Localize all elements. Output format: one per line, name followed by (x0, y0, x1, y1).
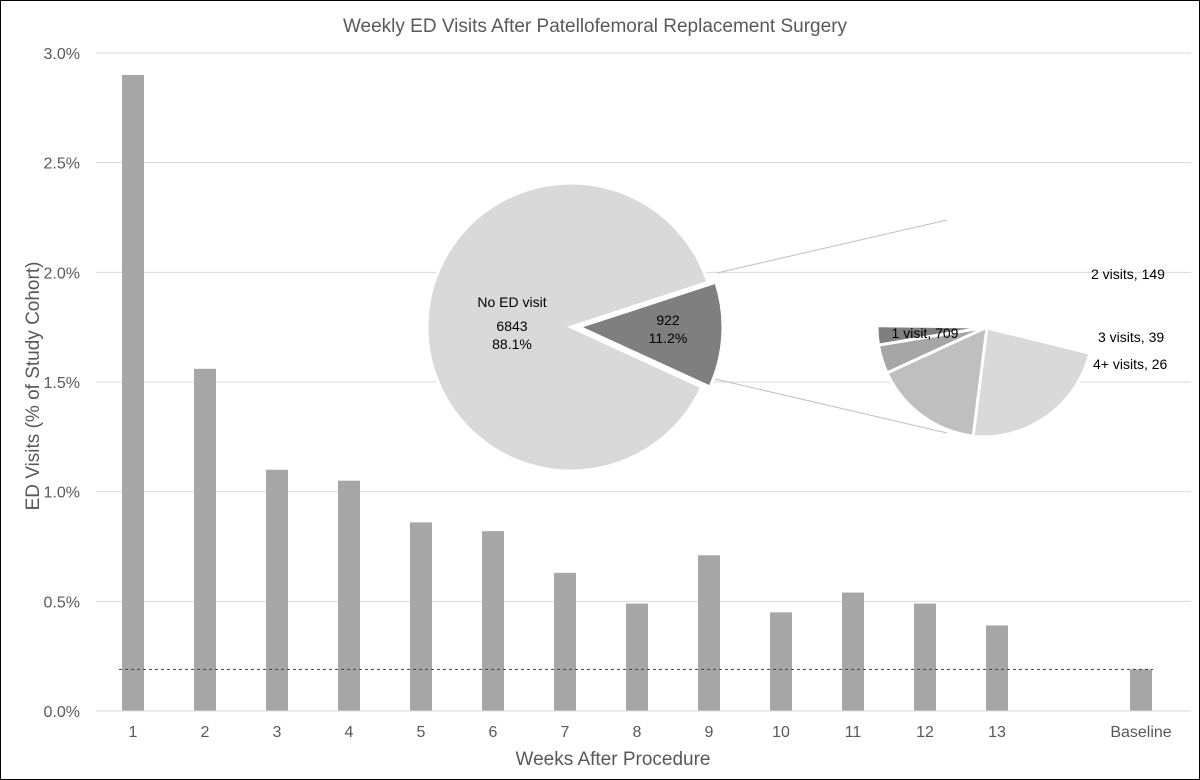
main-pie-chart (425, 181, 725, 473)
x-tick-label: 7 (561, 724, 570, 741)
bar-week-4 (338, 480, 360, 711)
y-tick-label: 0.5% (44, 594, 80, 611)
main-pie-labels: No ED visit 6843 88.1% 922 11.2% (477, 294, 687, 352)
y-tick-label: 1.0% (44, 485, 80, 502)
pie-slice-4plus-visits (875, 324, 988, 347)
breakdown-pie-chart (875, 324, 1092, 439)
x-tick-label: 12 (916, 724, 934, 741)
bar-week-7 (554, 572, 576, 711)
x-tick-label: 8 (633, 724, 642, 741)
y-tick-labels: 0.0% 0.5% 1.0% 1.5% 2.0% 2.5% 3.0% (44, 46, 80, 721)
pie-slice-no-ed-visit (425, 181, 710, 473)
y-tick-label: 0.0% (44, 704, 80, 721)
x-tick-label: 13 (988, 724, 1006, 741)
x-tick-label: 1 (129, 724, 138, 741)
bar-week-baseline (1130, 669, 1152, 711)
bar-week-8 (626, 603, 648, 711)
y-tick-label: 2.0% (44, 265, 80, 282)
connector-line-top (716, 219, 948, 274)
pie-slice-1-visit (967, 325, 1092, 439)
bar-week-12 (914, 603, 936, 711)
y-tick-label: 3.0% (44, 46, 80, 63)
pie-slice-2-visits (885, 324, 989, 438)
pie-percent-no-ed-visit: 88.1% (492, 336, 532, 352)
x-tick-label: 10 (772, 724, 790, 741)
bar-week-10 (770, 612, 792, 711)
bar-week-6 (482, 531, 504, 711)
bar-week-2 (194, 368, 216, 711)
pie-label-4plus-visits: 4+ visits, 26 (1093, 356, 1168, 372)
pie-connector-lines (714, 219, 948, 434)
y-tick-label: 1.5% (44, 375, 80, 392)
bar-week-5 (410, 522, 432, 711)
y-axis-label: ED Visits (% of Study Cohort) (23, 262, 44, 511)
x-tick-labels: 1 2 3 4 5 6 7 8 9 10 11 12 13 Baseline (129, 724, 1172, 741)
pie-label-2-visits: 2 visits, 149 (1091, 266, 1165, 282)
x-axis-label: Weeks After Procedure (515, 749, 710, 770)
bar-week-1 (122, 74, 144, 711)
connector-line-bottom (714, 378, 948, 434)
pie-label-no-ed-visit: No ED visit (477, 294, 546, 310)
breakdown-pie-labels: 1 visit, 709 2 visits, 149 3 visits, 39 … (892, 266, 1168, 372)
chart-title: Weekly ED Visits After Patellofemoral Re… (343, 16, 848, 37)
x-tick-label: 11 (845, 724, 862, 741)
bar-week-13 (986, 625, 1008, 711)
bar-week-9 (698, 555, 720, 711)
pie-count-no-ed-visit: 6843 (496, 318, 527, 334)
bar-week-11 (842, 592, 864, 711)
x-tick-label: 4 (345, 724, 354, 741)
bars (122, 74, 1152, 711)
x-tick-label: 9 (705, 724, 714, 741)
x-tick-label: 3 (273, 724, 282, 741)
bar-week-3 (266, 469, 288, 711)
x-tick-label: Baseline (1110, 724, 1171, 741)
pie-percent-ed-visit: 11.2% (649, 330, 688, 346)
x-tick-label: 2 (201, 724, 210, 741)
x-tick-label: 5 (417, 724, 426, 741)
pie-slice-ed-visit (574, 280, 725, 390)
pie-label-1-visit: 1 visit, 709 (892, 325, 959, 341)
x-tick-label: 6 (489, 724, 498, 741)
pie-label-3-visits: 3 visits, 39 (1098, 329, 1164, 345)
y-tick-label: 2.5% (44, 156, 80, 173)
pie-count-ed-visit: 922 (656, 312, 680, 328)
